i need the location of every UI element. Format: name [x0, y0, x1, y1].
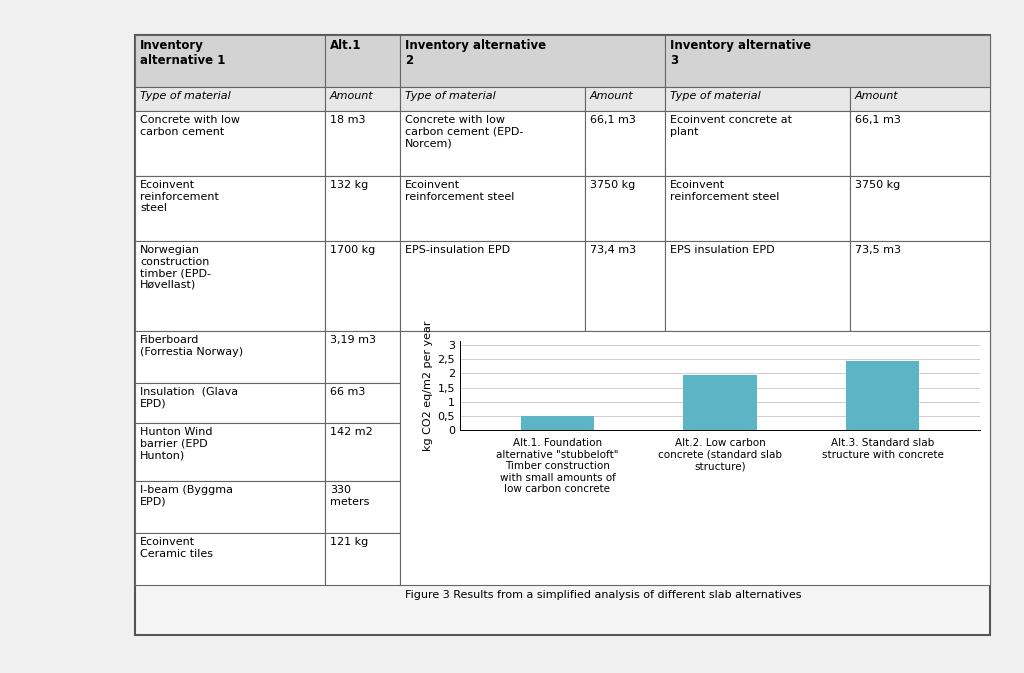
Bar	[135, 331, 325, 383]
Bar	[325, 533, 400, 585]
Bar	[135, 383, 325, 423]
Bar	[135, 241, 325, 331]
Text: 18 m3: 18 m3	[330, 115, 366, 125]
Text: 1700 kg: 1700 kg	[330, 245, 375, 255]
Bar	[325, 111, 400, 176]
Text: Type of material: Type of material	[670, 91, 761, 101]
Text: Alt.1. Foundation
alternative "stubbeloft"
Timber construction
with small amount: Alt.1. Foundation alternative "stubbelof…	[497, 438, 618, 495]
Bar	[665, 87, 850, 111]
Text: Concrete with low
carbon cement (EPD-
Norcem): Concrete with low carbon cement (EPD- No…	[406, 115, 523, 148]
Bar	[400, 241, 585, 331]
Text: Fiberboard
(Forrestia Norway): Fiberboard (Forrestia Norway)	[140, 335, 243, 357]
Text: Ecoinvent concrete at
plant: Ecoinvent concrete at plant	[670, 115, 792, 137]
Bar	[400, 87, 585, 111]
Text: Inventory
alternative 1: Inventory alternative 1	[140, 39, 225, 67]
Bar	[400, 176, 585, 241]
Text: EPS-insulation EPD: EPS-insulation EPD	[406, 245, 510, 255]
Bar	[665, 111, 850, 176]
Bar	[325, 241, 400, 331]
Bar	[585, 241, 665, 331]
Bar	[850, 111, 990, 176]
Bar	[135, 176, 325, 241]
Text: Ecoinvent
reinforcement
steel: Ecoinvent reinforcement steel	[140, 180, 219, 213]
Bar	[135, 87, 325, 111]
Text: 3,19 m3: 3,19 m3	[330, 335, 376, 345]
Text: Figure 3 Results from a simplified analysis of different slab alternatives: Figure 3 Results from a simplified analy…	[406, 590, 802, 600]
Bar	[135, 35, 990, 635]
Text: Alt.1: Alt.1	[330, 39, 361, 52]
Bar	[585, 111, 665, 176]
Text: Ecoinvent
Ceramic tiles: Ecoinvent Ceramic tiles	[140, 537, 213, 559]
Text: 132 kg: 132 kg	[330, 180, 369, 190]
Bar	[325, 176, 400, 241]
Text: Alt.3. Standard slab
structure with concrete: Alt.3. Standard slab structure with conc…	[821, 438, 943, 460]
Text: 66,1 m3: 66,1 m3	[590, 115, 636, 125]
Text: 142 m2: 142 m2	[330, 427, 373, 437]
Bar	[846, 361, 920, 430]
Bar	[325, 481, 400, 533]
Text: Alt.2. Low carbon
concrete (standard slab
structure): Alt.2. Low carbon concrete (standard sla…	[658, 438, 782, 471]
Text: I-beam (Byggma
EPD): I-beam (Byggma EPD)	[140, 485, 233, 507]
Text: Hunton Wind
barrier (EPD
Hunton): Hunton Wind barrier (EPD Hunton)	[140, 427, 213, 460]
Text: 3750 kg: 3750 kg	[590, 180, 635, 190]
Text: 66,1 m3: 66,1 m3	[855, 115, 901, 125]
Bar	[585, 87, 665, 111]
Text: Ecoinvent
reinforcement steel: Ecoinvent reinforcement steel	[670, 180, 779, 202]
Bar	[135, 35, 325, 87]
Bar	[135, 111, 325, 176]
Text: 73,4 m3: 73,4 m3	[590, 245, 636, 255]
Text: 3750 kg: 3750 kg	[855, 180, 900, 190]
Bar	[665, 176, 850, 241]
Text: Inventory alternative
2: Inventory alternative 2	[406, 39, 546, 67]
Bar	[400, 111, 585, 176]
Text: 121 kg: 121 kg	[330, 537, 369, 547]
Bar	[521, 416, 594, 430]
Text: Amount: Amount	[855, 91, 899, 101]
Text: Concrete with low
carbon cement: Concrete with low carbon cement	[140, 115, 240, 137]
Text: Amount: Amount	[590, 91, 634, 101]
Bar	[325, 383, 400, 423]
Bar	[850, 176, 990, 241]
Bar	[135, 423, 325, 481]
Bar	[135, 533, 325, 585]
Text: Inventory alternative
3: Inventory alternative 3	[670, 39, 811, 67]
Text: Ecoinvent
reinforcement steel: Ecoinvent reinforcement steel	[406, 180, 514, 202]
Y-axis label: kg CO2 eq/m2 per year: kg CO2 eq/m2 per year	[423, 320, 433, 451]
Bar	[850, 87, 990, 111]
Text: EPS insulation EPD: EPS insulation EPD	[670, 245, 774, 255]
Bar	[585, 176, 665, 241]
Bar	[325, 331, 400, 383]
Bar	[665, 35, 990, 87]
Bar	[400, 331, 990, 585]
Text: Norwegian
construction
timber (EPD-
Høvellast): Norwegian construction timber (EPD- Høve…	[140, 245, 211, 290]
Text: Amount: Amount	[330, 91, 374, 101]
Bar	[850, 241, 990, 331]
Bar	[665, 241, 850, 331]
Text: Insulation  (Glava
EPD): Insulation (Glava EPD)	[140, 387, 239, 409]
Bar	[325, 423, 400, 481]
Text: Type of material: Type of material	[406, 91, 496, 101]
Text: 73,5 m3: 73,5 m3	[855, 245, 901, 255]
Bar	[400, 35, 665, 87]
Text: 66 m3: 66 m3	[330, 387, 366, 397]
Bar	[325, 35, 400, 87]
Bar	[683, 376, 757, 430]
Bar	[135, 481, 325, 533]
Bar	[325, 87, 400, 111]
Text: Type of material: Type of material	[140, 91, 230, 101]
Text: 330
meters: 330 meters	[330, 485, 370, 507]
